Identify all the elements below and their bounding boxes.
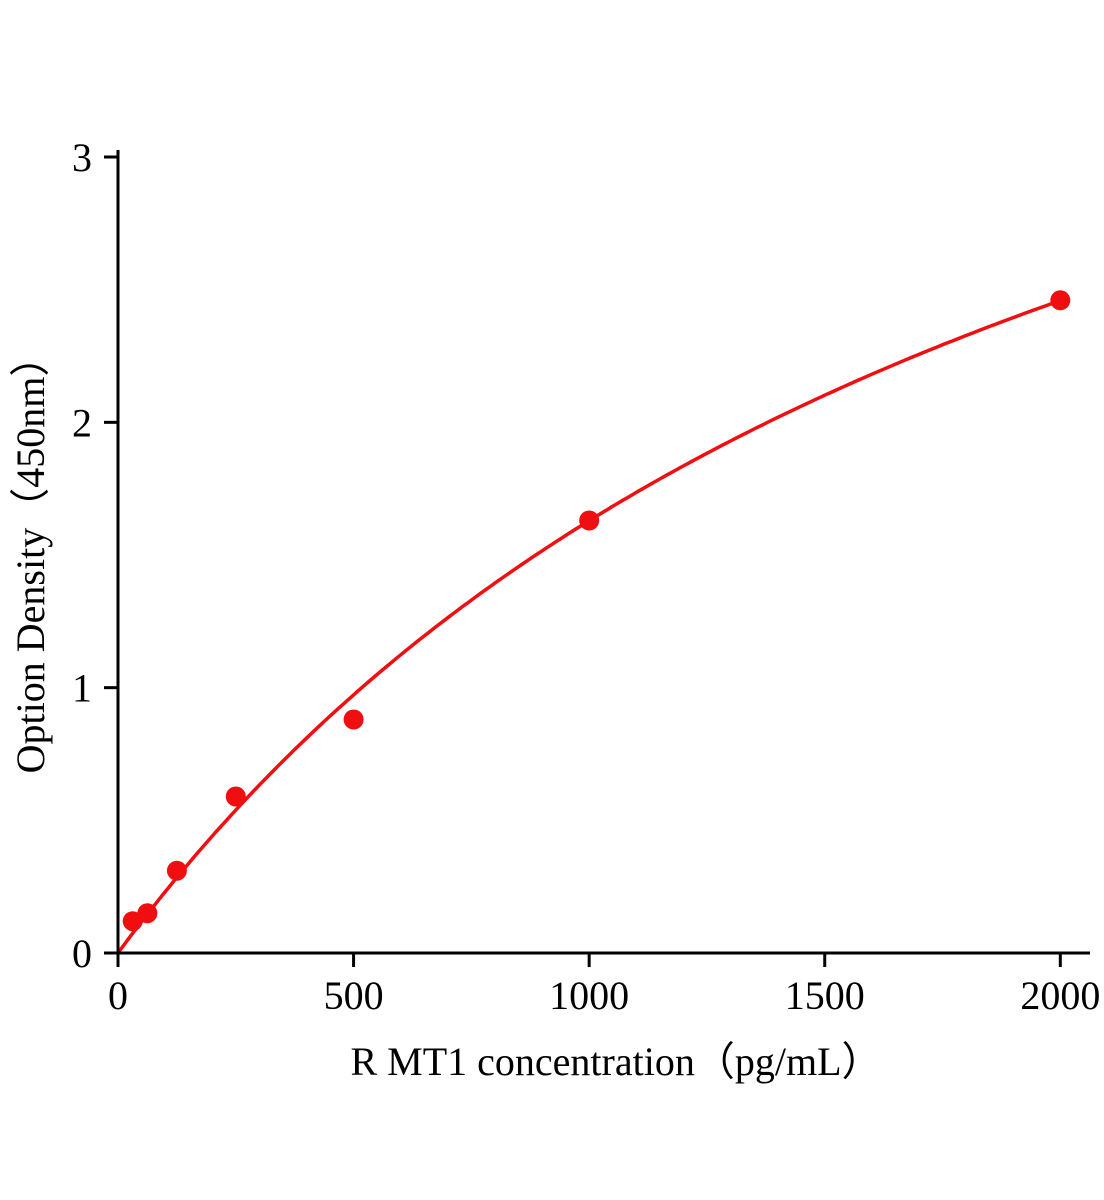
data-point	[225, 786, 246, 807]
data-point	[122, 911, 143, 932]
x-axis-title: R MT1 concentration（pg/mL）	[350, 1039, 881, 1084]
fit-curve	[116, 298, 1063, 955]
y-tick-label: 1	[72, 666, 92, 711]
data-point	[343, 709, 364, 730]
y-tick-label: 0	[72, 931, 92, 976]
x-tick-label: 500	[324, 973, 384, 1018]
data-point	[137, 903, 158, 924]
x-tick-label: 1500	[785, 973, 865, 1018]
y-tick-label: 3	[72, 135, 92, 180]
data-point	[166, 860, 187, 881]
y-axis-title: Option Density（450nm）	[8, 337, 53, 774]
x-tick-label: 2000	[1020, 973, 1100, 1018]
x-tick-label: 0	[108, 973, 128, 1018]
data-point	[579, 510, 600, 531]
x-tick-label: 1000	[549, 973, 629, 1018]
y-tick-label: 2	[72, 400, 92, 445]
data-point	[1050, 290, 1071, 311]
